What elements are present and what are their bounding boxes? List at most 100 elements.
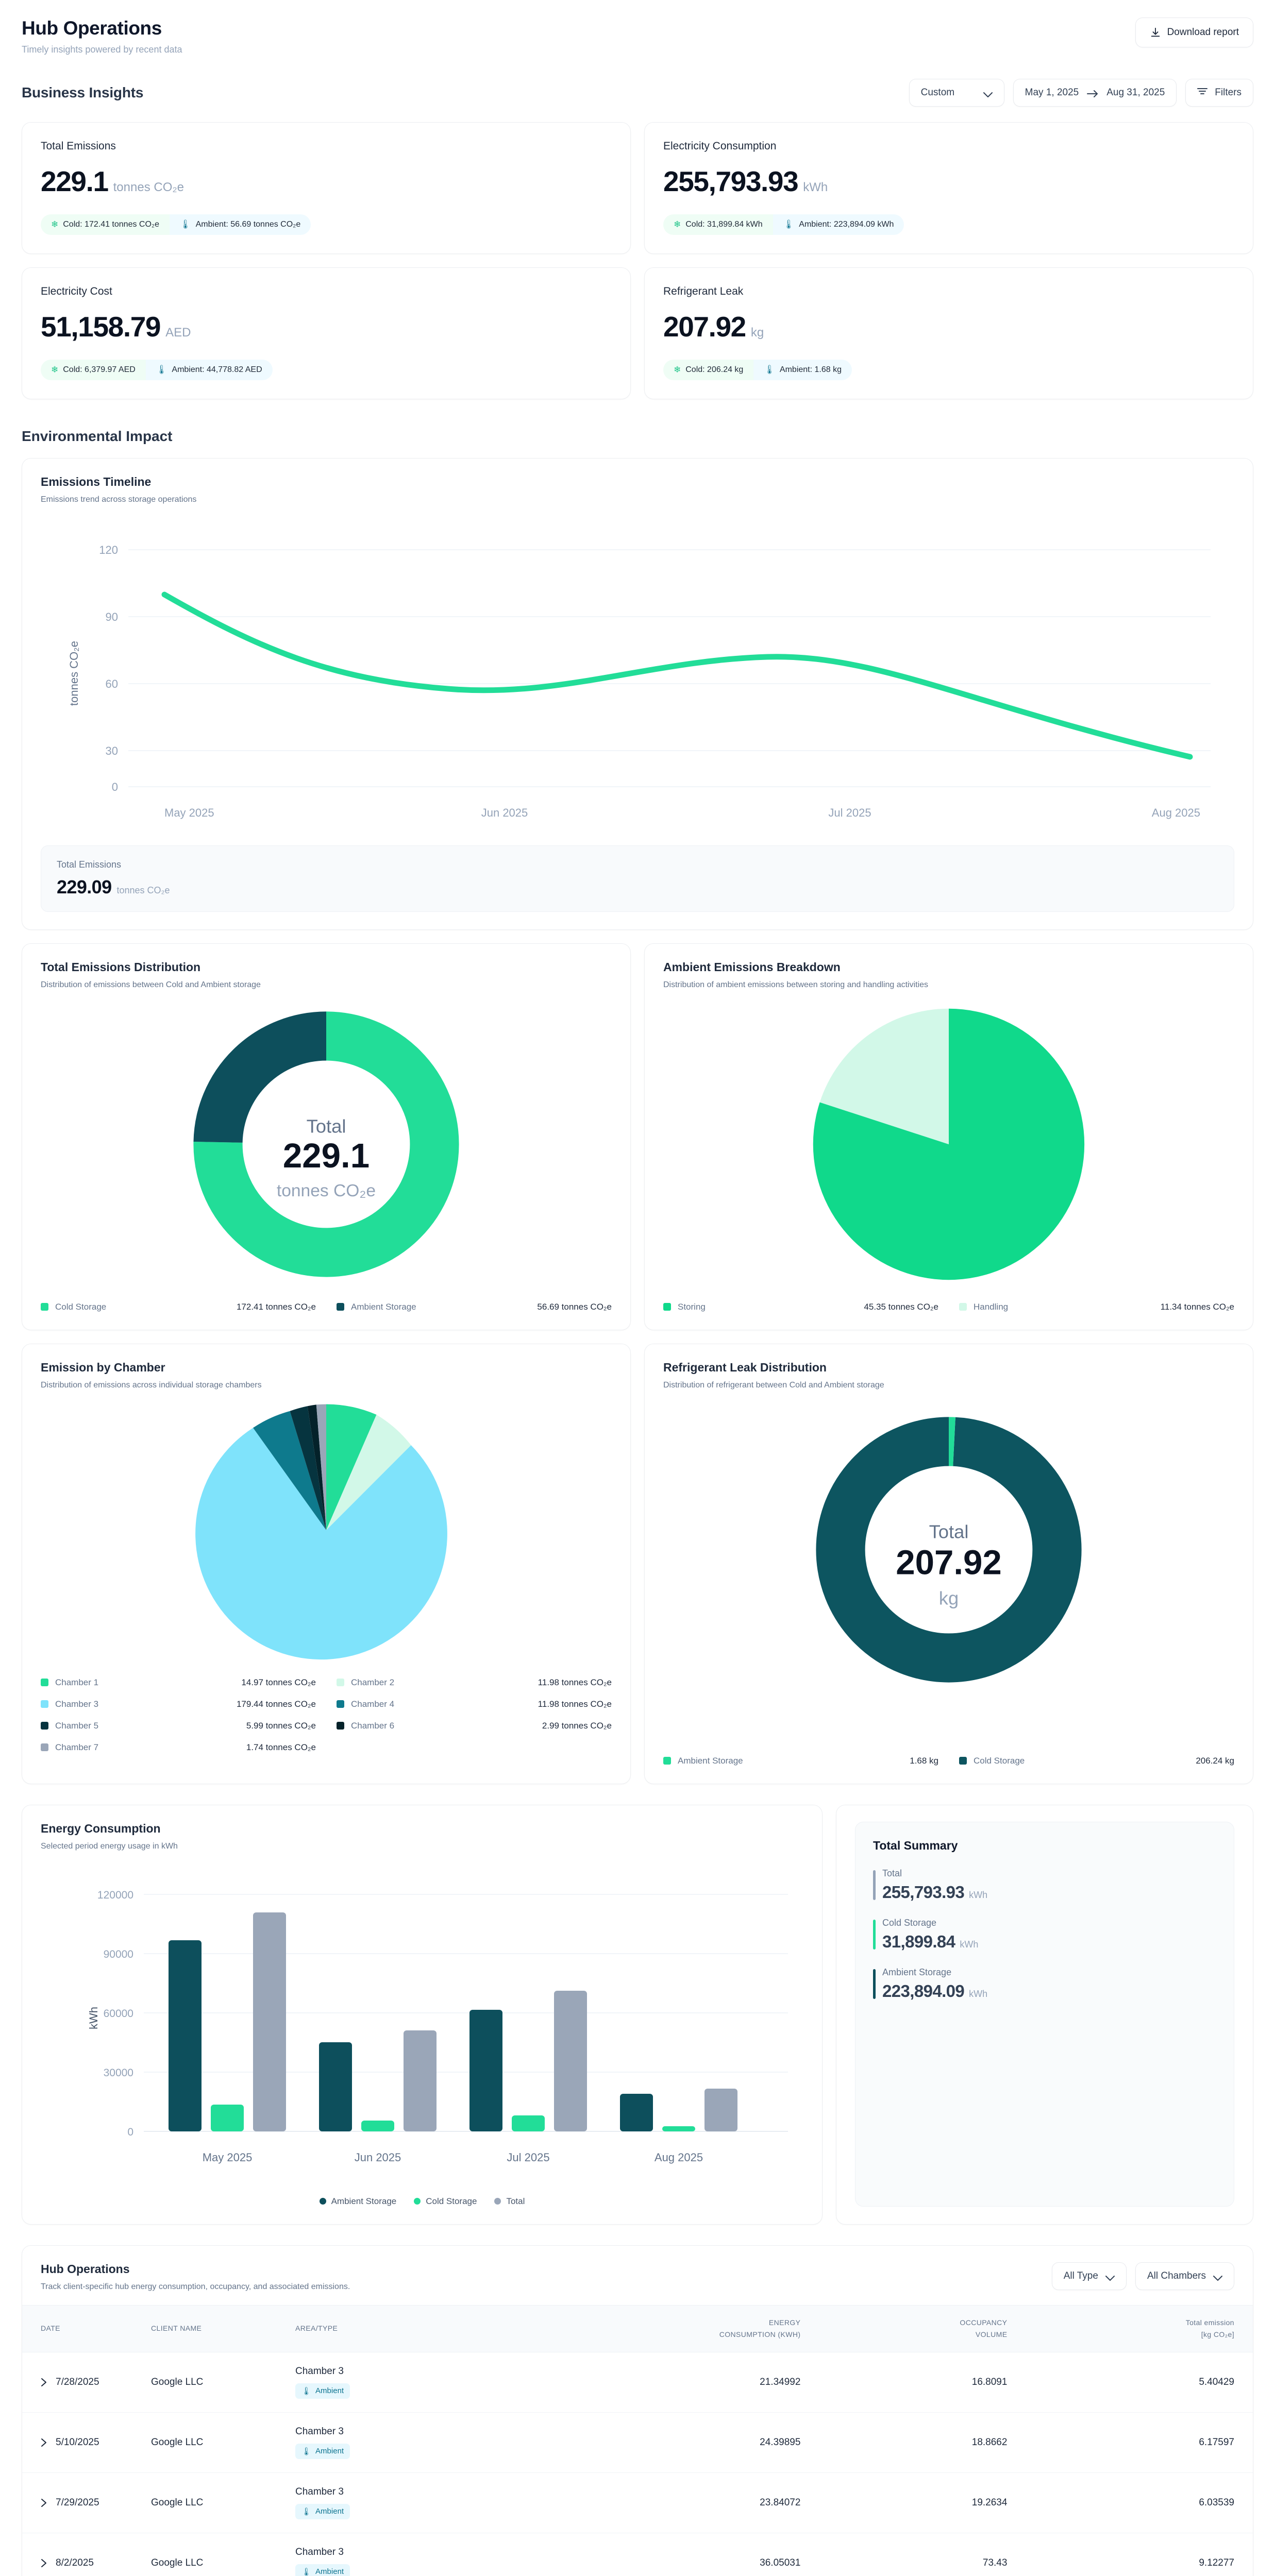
cell-client-name: Google LLC bbox=[141, 2472, 285, 2533]
period-select[interactable]: Custom bbox=[909, 78, 1004, 107]
kpi-unit: tonnes CO₂e bbox=[113, 180, 184, 194]
ambient-pill-label: Ambient: 44,778.82 AED bbox=[172, 365, 262, 374]
table-row[interactable]: 8/2/2025 Google LLC Chamber 3 🌡 Ambient 36.05… bbox=[22, 2533, 1253, 2576]
row-type-label: Ambient bbox=[315, 2386, 344, 2396]
donut-center-value: 207.92 bbox=[896, 1543, 1002, 1582]
ambient-pill: 🌡 Ambient: 1.68 kg bbox=[753, 359, 852, 380]
row-type-tag: 🌡 Ambient bbox=[295, 2383, 350, 2399]
table-title: Hub Operations bbox=[41, 2262, 130, 2276]
col-energy-consumption[interactable]: ENERGY CONSUMPTION (kWh) bbox=[501, 2304, 811, 2352]
legend-value: 179.44 tonnes CO₂e bbox=[236, 1699, 316, 1709]
legend-label: Handling bbox=[974, 1301, 1009, 1312]
legend-value: 45.35 tonnes CO₂e bbox=[864, 1301, 938, 1312]
donut-center-unit: tonnes CO₂e bbox=[277, 1181, 376, 1200]
summary-unit: kWh bbox=[969, 1889, 988, 1900]
legend-value: 1.74 tonnes CO₂e bbox=[246, 1742, 316, 1752]
kpi-value: 229.1 bbox=[41, 165, 109, 197]
cell-emission: 6.17597 bbox=[1017, 2412, 1253, 2473]
type-filter-value: All Type bbox=[1063, 2270, 1098, 2281]
kpi-card-total-emissions: Total Emissions 229.1 tonnes CO₂e ❄ Cold… bbox=[22, 122, 631, 254]
cell-area-type: Chamber 3 🌡 Ambient bbox=[285, 2412, 501, 2473]
chevron-right-icon[interactable] bbox=[41, 2378, 47, 2387]
cell-occupancy: 19.2634 bbox=[811, 2472, 1018, 2533]
total-emissions-value: 229.09 bbox=[57, 876, 112, 897]
timeline-card-wrap: Emissions Timeline Emissions trend acros… bbox=[0, 445, 1275, 930]
legend-swatch bbox=[41, 1679, 48, 1687]
col-area-type[interactable]: AREA/TYPE bbox=[285, 2304, 501, 2352]
row-type-tag: 🌡 Ambient bbox=[295, 2443, 350, 2459]
table-row[interactable]: 5/10/2025 Google LLC Chamber 3 🌡 Ambient 24.3… bbox=[22, 2412, 1253, 2473]
legend-value: 172.41 tonnes CO₂e bbox=[236, 1301, 316, 1312]
legend-item: Chamber 1 14.97 tonnes CO₂e bbox=[41, 1677, 316, 1688]
thermometer-icon: 🌡 bbox=[156, 365, 167, 375]
emission-by-chamber-card: Emission by Chamber Distribution of emis… bbox=[22, 1343, 631, 1784]
summary-label: Ambient Storage bbox=[882, 1967, 952, 1977]
business-insights-bar: Business Insights Custom May 1, 2025 Aug… bbox=[0, 55, 1275, 107]
chevron-right-icon[interactable] bbox=[41, 2498, 47, 2507]
legend-item: Chamber 5 5.99 tonnes CO₂e bbox=[41, 1721, 316, 1731]
ambient-pie-chart bbox=[663, 990, 1234, 1289]
total-summary-title: Total Summary bbox=[873, 1838, 958, 1852]
summary-item-cold-storage: Cold Storage 31,899.84 kWh bbox=[873, 1918, 1216, 1952]
table-row[interactable]: 7/28/2025 Google LLC Chamber 3 🌡 Ambient 21.3… bbox=[22, 2352, 1253, 2413]
emissions-donut-legend: Cold Storage 172.41 tonnes CO₂e Ambient … bbox=[41, 1302, 612, 1312]
total-emissions-unit: tonnes CO₂e bbox=[116, 885, 170, 895]
summary-value-row: 255,793.93 kWh bbox=[882, 1883, 1216, 1902]
download-report-button[interactable]: Download report bbox=[1135, 18, 1253, 47]
cell-area-type: Chamber 3 🌡 Ambient bbox=[285, 2472, 501, 2533]
insights-controls: Custom May 1, 2025 Aug 31, 2025 Filters bbox=[909, 78, 1253, 107]
thermometer-icon: 🌡 bbox=[301, 2567, 312, 2576]
legend-label: Cold Storage bbox=[426, 2196, 477, 2206]
chamber-filter-select[interactable]: All Chambers bbox=[1135, 2262, 1234, 2290]
table-row[interactable]: 7/29/2025 Google LLC Chamber 3 🌡 Ambient 23.8… bbox=[22, 2472, 1253, 2533]
svg-text:Jul 2025: Jul 2025 bbox=[828, 806, 871, 819]
col-date[interactable]: DATE bbox=[22, 2304, 141, 2352]
emissions-timeline-chart: 120 90 60 30 0 tonnes CO₂e May 2025 Jun … bbox=[41, 519, 1234, 828]
svg-text:30000: 30000 bbox=[104, 2067, 133, 2079]
col-occupancy-volume[interactable]: OCCUPANCY VOLUME bbox=[811, 2304, 1018, 2352]
legend-swatch bbox=[41, 1303, 48, 1311]
kpi-breakdown-pills: ❄ Cold: 206.24 kg 🌡 Ambient: 1.68 kg bbox=[663, 359, 852, 380]
kpi-card-electricity-cost: Electricity Cost 51,158.79 AED ❄ Cold: 6… bbox=[22, 267, 631, 399]
business-insights-title: Business Insights bbox=[22, 84, 144, 100]
chevron-right-icon[interactable] bbox=[41, 2438, 47, 2447]
svg-text:60000: 60000 bbox=[104, 2008, 133, 2020]
svg-text:Jun 2025: Jun 2025 bbox=[355, 2151, 401, 2164]
card-title: Total Emissions Distribution bbox=[41, 960, 201, 974]
kpi-label: Refrigerant Leak bbox=[663, 285, 744, 297]
kpi-value-row: 207.92 kg bbox=[663, 310, 1234, 343]
cell-energy: 21.34992 bbox=[501, 2352, 811, 2413]
cell-area-type: Chamber 3 🌡 Ambient bbox=[285, 2533, 501, 2576]
thermometer-icon: 🌡 bbox=[301, 2447, 312, 2456]
kpi-value-row: 229.1 tonnes CO₂e bbox=[41, 165, 612, 198]
page-subtitle: Timely insights powered by recent data bbox=[22, 44, 182, 55]
svg-text:90000: 90000 bbox=[104, 1948, 133, 1960]
timeline-total-emissions: Total Emissions 229.09 tonnes CO₂e bbox=[41, 845, 1234, 912]
legend-label: Ambient Storage bbox=[678, 1755, 743, 1766]
row-date: 7/28/2025 bbox=[56, 2376, 99, 2387]
filters-button[interactable]: Filters bbox=[1185, 78, 1253, 107]
card-title: Refrigerant Leak Distribution bbox=[663, 1360, 827, 1374]
col-client-name[interactable]: CLIENT NAME bbox=[141, 2304, 285, 2352]
cold-pill-label: Cold: 206.24 kg bbox=[685, 365, 744, 374]
row-chamber: Chamber 3 bbox=[295, 2365, 344, 2377]
row-date: 7/29/2025 bbox=[56, 2497, 99, 2508]
date-range-picker[interactable]: May 1, 2025 Aug 31, 2025 bbox=[1013, 78, 1177, 107]
legend-value: 11.98 tonnes CO₂e bbox=[538, 1699, 612, 1709]
donut-center-label: Total bbox=[929, 1521, 969, 1542]
ambient-pie-legend: Storing 45.35 tonnes CO₂e Handling 11.34… bbox=[663, 1302, 1234, 1312]
kpi-value: 51,158.79 bbox=[41, 310, 161, 343]
summary-value-row: 223,894.09 kWh bbox=[882, 1981, 1216, 2001]
summary-item-total: Total 255,793.93 kWh bbox=[873, 1868, 1216, 1902]
type-filter-select[interactable]: All Type bbox=[1051, 2262, 1127, 2290]
thermometer-icon: 🌡 bbox=[764, 365, 775, 375]
summary-item-ambient-storage: Ambient Storage 223,894.09 kWh bbox=[873, 1967, 1216, 2001]
chamber-refrigerant-row: Emission by Chamber Distribution of emis… bbox=[0, 1330, 1275, 1784]
row-type-label: Ambient bbox=[315, 2567, 344, 2576]
snowflake-icon: ❄ bbox=[51, 219, 59, 230]
ambient-emissions-breakdown-card: Ambient Emissions Breakdown Distribution… bbox=[644, 943, 1253, 1330]
chevron-right-icon[interactable] bbox=[41, 2558, 47, 2568]
cell-occupancy: 18.8662 bbox=[811, 2412, 1018, 2473]
card-subtitle: Distribution of emissions between Cold a… bbox=[41, 980, 261, 989]
col-total-emission[interactable]: Total emission [kg CO₂e] bbox=[1017, 2304, 1253, 2352]
